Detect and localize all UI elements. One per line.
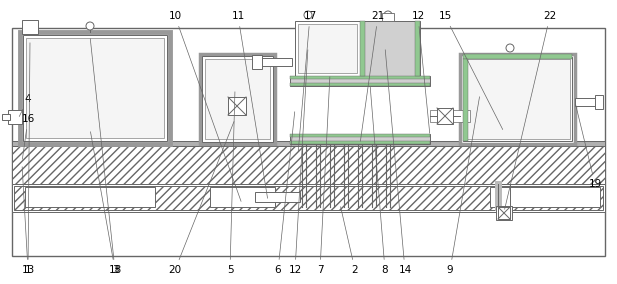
Bar (360, 21, 420, 76)
Bar (575, 98, 597, 106)
Bar (205, 59, 270, 139)
Circle shape (86, 22, 94, 30)
Bar (12, 184, 605, 212)
Bar (463, 57, 572, 141)
Bar (25, 187, 155, 207)
Bar (498, 207, 510, 219)
Text: 4: 4 (19, 94, 31, 116)
Text: 10: 10 (168, 11, 241, 201)
Bar (8, 110, 22, 124)
Text: 20: 20 (168, 122, 234, 275)
Text: 18: 18 (90, 39, 122, 275)
Text: 1: 1 (22, 167, 31, 275)
Bar (200, 54, 275, 144)
Bar (595, 95, 603, 109)
Text: 15: 15 (438, 11, 503, 130)
Bar (23, 35, 167, 141)
Text: 22: 22 (505, 11, 557, 209)
Text: 5: 5 (226, 92, 235, 275)
Bar (290, 134, 430, 144)
Text: 2: 2 (341, 207, 358, 275)
Bar (252, 55, 262, 69)
Bar (460, 54, 575, 144)
Circle shape (506, 44, 514, 52)
Text: 11: 11 (231, 11, 268, 198)
Bar (465, 59, 570, 139)
Bar (290, 76, 430, 79)
Text: 3: 3 (91, 132, 118, 275)
Bar (298, 24, 357, 73)
Bar (290, 141, 430, 144)
Bar (26, 38, 164, 138)
Bar (14, 186, 603, 210)
Bar (12, 146, 605, 184)
Text: 13: 13 (22, 43, 35, 275)
Text: 12: 12 (288, 50, 308, 275)
Text: 21: 21 (360, 11, 384, 141)
Bar (228, 97, 246, 115)
Bar (415, 21, 420, 76)
Text: 9: 9 (447, 97, 479, 275)
Text: 14: 14 (385, 50, 412, 275)
Bar (22, 20, 38, 34)
Text: 17: 17 (298, 11, 317, 151)
Text: 8: 8 (370, 87, 388, 275)
Bar (490, 187, 600, 207)
Bar (255, 192, 300, 202)
Bar (260, 58, 292, 66)
Text: 12: 12 (412, 11, 429, 133)
Bar (360, 21, 365, 76)
Text: 7: 7 (317, 77, 330, 275)
Bar (437, 108, 453, 124)
Bar (496, 206, 512, 220)
Bar (290, 134, 430, 137)
Bar (12, 28, 605, 256)
Text: 6: 6 (275, 112, 295, 275)
Circle shape (384, 11, 392, 19)
Bar (12, 141, 605, 146)
Bar (2, 114, 10, 120)
Circle shape (304, 11, 312, 19)
Text: 16: 16 (22, 114, 35, 159)
Bar (463, 54, 572, 59)
Bar (295, 21, 360, 76)
Bar (382, 13, 394, 21)
Bar (430, 110, 470, 122)
Bar (290, 83, 430, 86)
Bar (20, 32, 170, 144)
Bar (202, 56, 273, 142)
Bar (290, 76, 430, 86)
Bar (210, 187, 275, 207)
Bar (463, 59, 468, 141)
Text: 19: 19 (576, 105, 602, 189)
